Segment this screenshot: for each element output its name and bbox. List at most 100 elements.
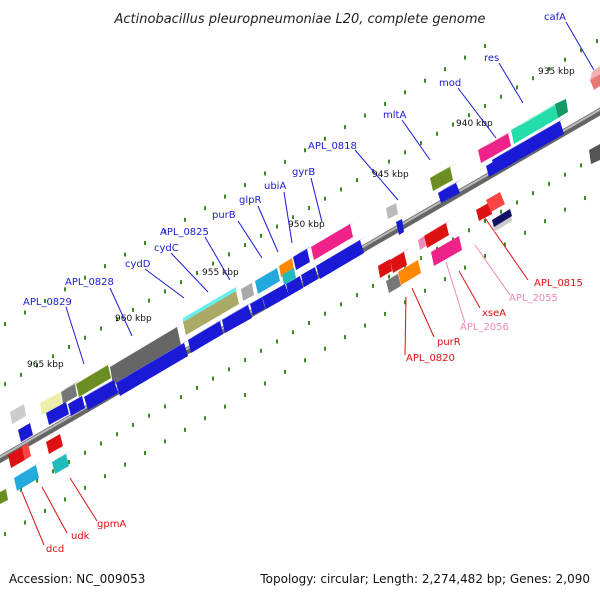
tick-dot	[84, 450, 86, 455]
tick-dot	[364, 323, 366, 328]
tick-dot	[420, 141, 422, 146]
gene-mltA-feature	[430, 162, 458, 191]
gene-label-gyrB[interactable]: gyrB	[292, 167, 315, 178]
kbp-label: 965 kbp	[27, 360, 64, 370]
tick-dot	[104, 474, 106, 479]
tick-dot	[44, 508, 46, 513]
gene-label-glpR[interactable]: glpR	[239, 195, 261, 206]
tick-dot	[4, 322, 6, 327]
tick-dot	[260, 348, 262, 353]
tick-dot	[276, 224, 278, 229]
tick-dot	[228, 252, 230, 257]
tick-dot	[204, 206, 206, 211]
tick-dot	[324, 136, 326, 141]
tick-dot	[324, 311, 326, 316]
top-leader-lines	[65, 21, 595, 365]
tick-dot	[144, 450, 146, 455]
tick-dot	[596, 39, 598, 44]
tick-dot	[308, 205, 310, 210]
gene-label-ubiA[interactable]: ubiA	[264, 181, 286, 192]
gene-label-cydC[interactable]: cydC	[154, 243, 179, 254]
tick-dot	[244, 243, 246, 248]
tick-dot	[420, 256, 422, 261]
tick-dot	[340, 302, 342, 307]
tick-dot	[24, 310, 26, 315]
tick-dot	[244, 358, 246, 363]
tick-dot	[356, 293, 358, 298]
tick-dot	[404, 90, 406, 95]
tick-dot	[324, 196, 326, 201]
tick-dot	[124, 252, 126, 257]
tick-dot	[424, 78, 426, 83]
gene-label-APL_0828[interactable]: APL_0828	[65, 277, 114, 288]
gene-label-APL_0829[interactable]: APL_0829	[23, 297, 72, 308]
tick-dot	[384, 101, 386, 106]
misc-small-features	[10, 144, 600, 424]
topology-text: Topology: circular; Length: 2,274,482 bp…	[260, 572, 590, 586]
tick-dot	[548, 181, 550, 186]
tick-dot	[404, 150, 406, 155]
tick-dot	[260, 233, 262, 238]
tick-dot	[184, 217, 186, 222]
gene-label-mltA[interactable]: mltA	[383, 110, 406, 121]
gene-label-gpmA[interactable]: gpmA	[97, 519, 126, 530]
tick-dot	[64, 497, 66, 502]
gene-label-udk[interactable]: udk	[71, 531, 90, 542]
tick-dot	[564, 57, 566, 62]
tick-dot	[4, 382, 6, 387]
tick-dot	[284, 159, 286, 164]
gene-label-res[interactable]: res	[484, 53, 499, 64]
tick-dot	[544, 219, 546, 224]
tick-dot	[388, 274, 390, 279]
tick-dot	[212, 261, 214, 266]
gene-label-APL_2056[interactable]: APL_2056	[460, 322, 509, 333]
gene-gyrB-feature	[311, 219, 358, 260]
tick-dot	[204, 416, 206, 421]
gene-label-xseA[interactable]: xseA	[482, 308, 506, 319]
gene-APL_0829-feature	[40, 380, 80, 415]
gene-label-purR[interactable]: purR	[437, 337, 461, 348]
gene-ubiA-feature	[293, 245, 313, 270]
gene-label-APL_0820[interactable]: APL_0820	[406, 353, 455, 364]
kbp-scale: 935 kbp 940 kbp 945 kbp 950 kbp 955 kbp …	[27, 67, 575, 370]
kbp-label: 960 kbp	[115, 314, 152, 324]
tick-dot	[516, 85, 518, 90]
tick-dot	[484, 43, 486, 48]
gene-label-mod[interactable]: mod	[439, 78, 461, 89]
gene-label-APL_0818[interactable]: APL_0818	[308, 141, 357, 152]
tick-dot	[516, 200, 518, 205]
tick-dot	[164, 404, 166, 409]
forward-features-blue	[18, 116, 568, 442]
tick-dot	[580, 163, 582, 168]
gene-purB-feature	[255, 264, 284, 294]
gene-label-purB[interactable]: purB	[212, 210, 236, 221]
tick-dot	[444, 277, 446, 282]
tick-dot	[276, 339, 278, 344]
map-title: Actinobacillus pleuropneumoniae L20, com…	[114, 12, 486, 27]
tick-dot	[292, 215, 294, 220]
tick-dot	[372, 283, 374, 288]
tick-dot	[84, 335, 86, 340]
tick-dot	[304, 148, 306, 153]
gene-label-dcd[interactable]: dcd	[46, 544, 64, 555]
tick-dot	[468, 228, 470, 233]
tick-dot	[116, 432, 118, 437]
tick-dot	[484, 218, 486, 223]
gene-label-APL_0815[interactable]: APL_0815	[534, 278, 583, 289]
tick-dot	[4, 532, 6, 537]
gene-label-APL_2055[interactable]: APL_2055	[509, 293, 558, 304]
gene-label-cafA[interactable]: cafA	[544, 12, 566, 23]
gene-label-cydD[interactable]: cydD	[125, 259, 151, 270]
tick-dot	[100, 441, 102, 446]
tick-dot	[500, 209, 502, 214]
tick-dot	[388, 159, 390, 164]
gene-label-APL_0825[interactable]: APL_0825	[160, 227, 209, 238]
tick-dot	[196, 270, 198, 275]
tick-dot	[564, 207, 566, 212]
tick-dot	[144, 240, 146, 245]
tick-dot	[148, 298, 150, 303]
bottom-leader-lines	[21, 217, 529, 546]
tick-dot	[532, 191, 534, 196]
tick-dot	[24, 520, 26, 525]
